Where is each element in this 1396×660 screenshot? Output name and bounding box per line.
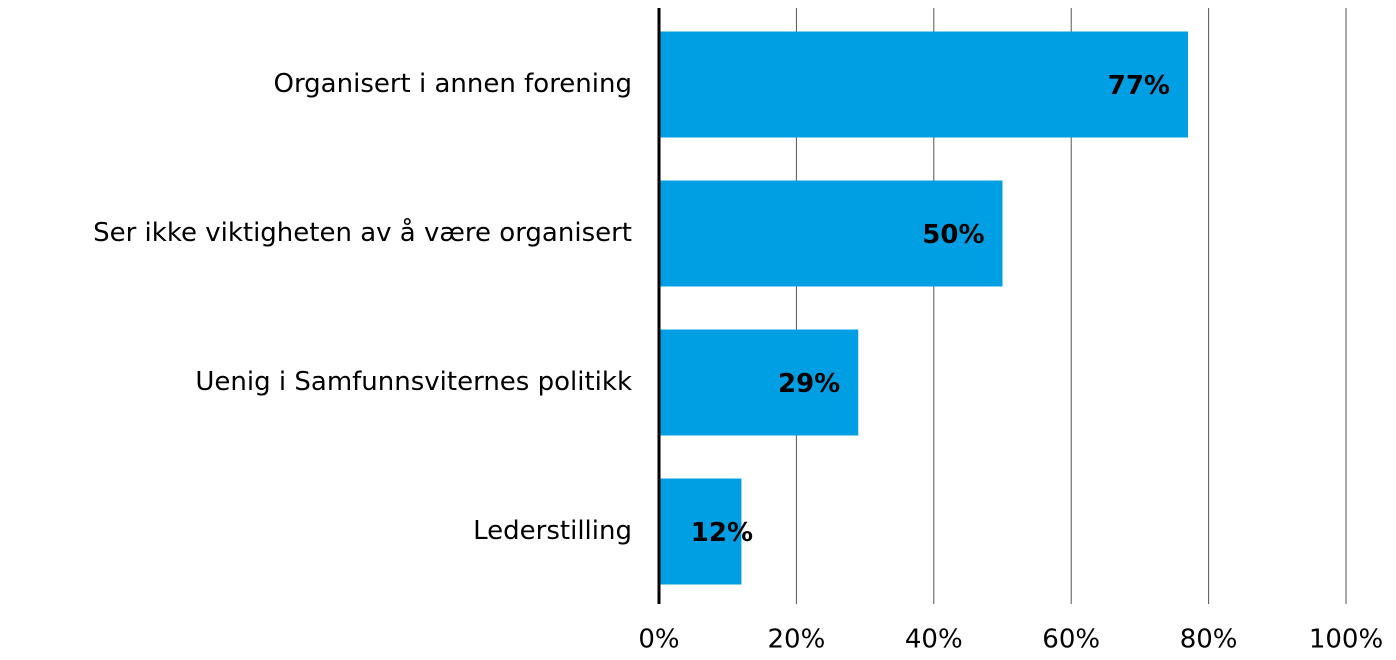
value-label: 77% [1108,71,1170,101]
value-label: 12% [691,518,753,548]
bar [659,329,859,436]
x-tick-label: 40% [905,625,963,655]
bar [659,180,1003,287]
y-tick-label: Lederstilling [473,516,632,546]
value-label: 50% [922,220,984,250]
bar [659,31,1188,138]
bar [659,478,742,585]
y-tick-label: Organisert i annen forening [273,69,632,99]
x-tick-label: 100% [1309,625,1383,655]
x-tick-label: 60% [1042,625,1100,655]
x-tick-label: 80% [1180,625,1238,655]
y-tick-label: Ser ikke viktigheten av å være organiser… [93,217,632,248]
value-label: 29% [778,369,840,399]
x-tick-label: 0% [638,625,679,655]
x-tick-label: 20% [768,625,826,655]
y-tick-label: Uenig i Samfunnsviternes politikk [195,367,632,397]
